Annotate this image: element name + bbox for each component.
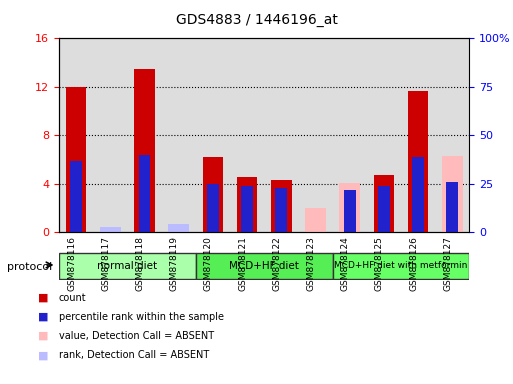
Text: MCD+HF diet: MCD+HF diet (229, 261, 299, 271)
Bar (237, 177, 258, 232)
Bar (264, 38, 299, 232)
Bar (299, 38, 332, 232)
Text: MCD+HF diet with metformin: MCD+HF diet with metformin (334, 262, 468, 270)
Text: GSM878124: GSM878124 (341, 236, 350, 291)
Text: protocol: protocol (7, 262, 52, 272)
Text: rank, Detection Call = ABSENT: rank, Detection Call = ABSENT (59, 350, 209, 360)
FancyBboxPatch shape (332, 253, 469, 279)
Bar (412, 157, 424, 232)
Bar (344, 190, 356, 232)
Bar (367, 38, 401, 232)
Bar (332, 38, 367, 232)
Bar (203, 157, 223, 232)
Text: count: count (59, 293, 87, 303)
Bar (168, 223, 189, 232)
Bar (408, 91, 428, 232)
Text: GSM878121: GSM878121 (238, 236, 247, 291)
Text: GSM878123: GSM878123 (306, 236, 315, 291)
Bar (378, 186, 390, 232)
Bar (93, 38, 127, 232)
Bar (196, 38, 230, 232)
Bar (446, 182, 458, 232)
Bar (100, 227, 121, 232)
Bar (271, 180, 291, 232)
Text: GSM878116: GSM878116 (67, 236, 76, 291)
Bar (134, 69, 155, 232)
Bar (305, 208, 326, 232)
Text: percentile rank within the sample: percentile rank within the sample (59, 312, 224, 322)
Bar (340, 183, 360, 232)
Bar (70, 161, 82, 232)
Text: GSM878119: GSM878119 (170, 236, 179, 291)
Bar (127, 38, 162, 232)
Text: GDS4883 / 1446196_at: GDS4883 / 1446196_at (175, 13, 338, 27)
Bar (162, 38, 196, 232)
Text: ■: ■ (38, 350, 49, 360)
FancyBboxPatch shape (196, 253, 332, 279)
Text: GSM878122: GSM878122 (272, 236, 281, 291)
Bar (435, 38, 469, 232)
Text: GSM878126: GSM878126 (409, 236, 418, 291)
Bar (139, 155, 150, 232)
Text: GSM878118: GSM878118 (135, 236, 145, 291)
Text: GSM878120: GSM878120 (204, 236, 213, 291)
Bar (241, 186, 253, 232)
Text: GSM878117: GSM878117 (101, 236, 110, 291)
Text: normal diet: normal diet (97, 261, 157, 271)
Text: ■: ■ (38, 331, 49, 341)
Bar (373, 175, 394, 232)
Bar (207, 184, 219, 232)
Bar (442, 156, 463, 232)
Text: ■: ■ (38, 312, 49, 322)
FancyBboxPatch shape (59, 253, 196, 279)
Text: value, Detection Call = ABSENT: value, Detection Call = ABSENT (59, 331, 214, 341)
Bar (66, 87, 86, 232)
Bar (230, 38, 264, 232)
Bar (275, 188, 287, 232)
Text: GSM878127: GSM878127 (443, 236, 452, 291)
Bar (59, 38, 93, 232)
Text: GSM878125: GSM878125 (375, 236, 384, 291)
Bar (401, 38, 435, 232)
Text: ■: ■ (38, 293, 49, 303)
